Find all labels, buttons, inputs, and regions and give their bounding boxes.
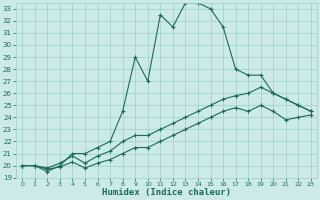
X-axis label: Humidex (Indice chaleur): Humidex (Indice chaleur) — [102, 188, 231, 197]
